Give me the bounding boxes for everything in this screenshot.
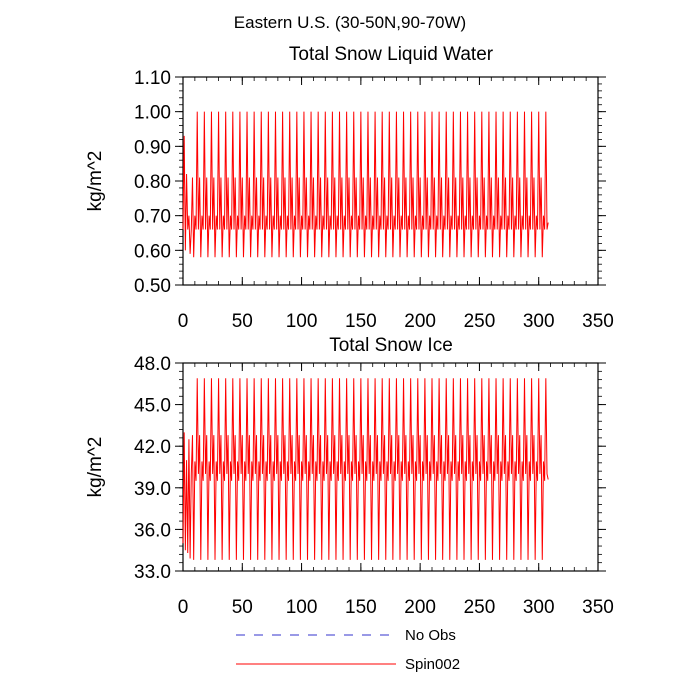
axis-ticks <box>175 76 606 286</box>
y-tick-label: 39.0 <box>134 479 171 500</box>
y-axis-label: kg/m^2 <box>85 151 106 212</box>
x-tick-label: 300 <box>523 597 555 618</box>
series-layer <box>182 378 549 560</box>
x-tick-label: 200 <box>404 597 436 618</box>
x-tick-label: 300 <box>523 311 555 332</box>
x-tick-label: 100 <box>286 597 318 618</box>
x-tick-label: 200 <box>404 311 436 332</box>
legend-label-spin002: Spin002 <box>405 656 460 673</box>
y-tick-label: 36.0 <box>134 520 171 541</box>
x-tick-label: 0 <box>178 597 189 618</box>
x-tick-label: 150 <box>345 597 377 618</box>
y-tick-label: 45.0 <box>134 396 171 417</box>
series-line-spin002 <box>182 111 549 258</box>
y-tick-label: 1.10 <box>134 68 171 89</box>
x-tick-label: 350 <box>582 311 614 332</box>
y-tick-label: 1.00 <box>134 103 171 124</box>
series-line-spin002 <box>182 378 549 560</box>
x-tick-label: 50 <box>232 597 253 618</box>
figure-suptitle: Eastern U.S. (30-50N,90-70W) <box>234 13 466 32</box>
chart-title: Total Snow Liquid Water <box>289 44 494 65</box>
x-tick-label: 0 <box>178 311 189 332</box>
plot-frame <box>182 362 599 572</box>
y-tick-label: 0.60 <box>134 241 171 262</box>
legend: No Obs Spin002 <box>236 627 460 673</box>
x-tick-label: 100 <box>286 311 318 332</box>
y-axis-label: kg/m^2 <box>85 437 106 498</box>
y-tick-label: 42.0 <box>134 437 171 458</box>
x-tick-label: 350 <box>582 597 614 618</box>
x-tick-label: 250 <box>464 311 496 332</box>
axis-tick-labels: 0 50 100 150 200 250 300 350 0.50 0.60 0.70 0.80 0.9… <box>134 68 614 332</box>
x-tick-label: 50 <box>232 311 253 332</box>
series-layer <box>182 111 549 258</box>
legend-label-no-obs: No Obs <box>405 627 456 644</box>
y-tick-label: 0.80 <box>134 172 171 193</box>
x-tick-label: 150 <box>345 311 377 332</box>
y-tick-label: 48.0 <box>134 354 171 375</box>
y-tick-label: 0.70 <box>134 207 171 228</box>
x-tick-label: 250 <box>464 597 496 618</box>
y-tick-label: 33.0 <box>134 562 171 583</box>
axis-tick-labels: 0 50 100 150 200 250 300 350 33.0 36.0 39.0 42.0 45.… <box>134 354 614 618</box>
chart-panel-liquid-water: Total Snow Liquid Water kg/m^2 0 50 100 150… <box>85 44 614 332</box>
axis-ticks <box>175 362 606 572</box>
y-tick-label: 0.50 <box>134 276 171 297</box>
chart-panel-snow-ice: Total Snow Ice kg/m^2 0 50 100 150 200 250 300… <box>85 335 614 618</box>
chart-title: Total Snow Ice <box>329 335 453 356</box>
y-tick-label: 0.90 <box>134 137 171 158</box>
